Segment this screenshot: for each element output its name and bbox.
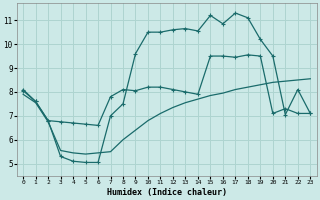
X-axis label: Humidex (Indice chaleur): Humidex (Indice chaleur) — [107, 188, 227, 197]
